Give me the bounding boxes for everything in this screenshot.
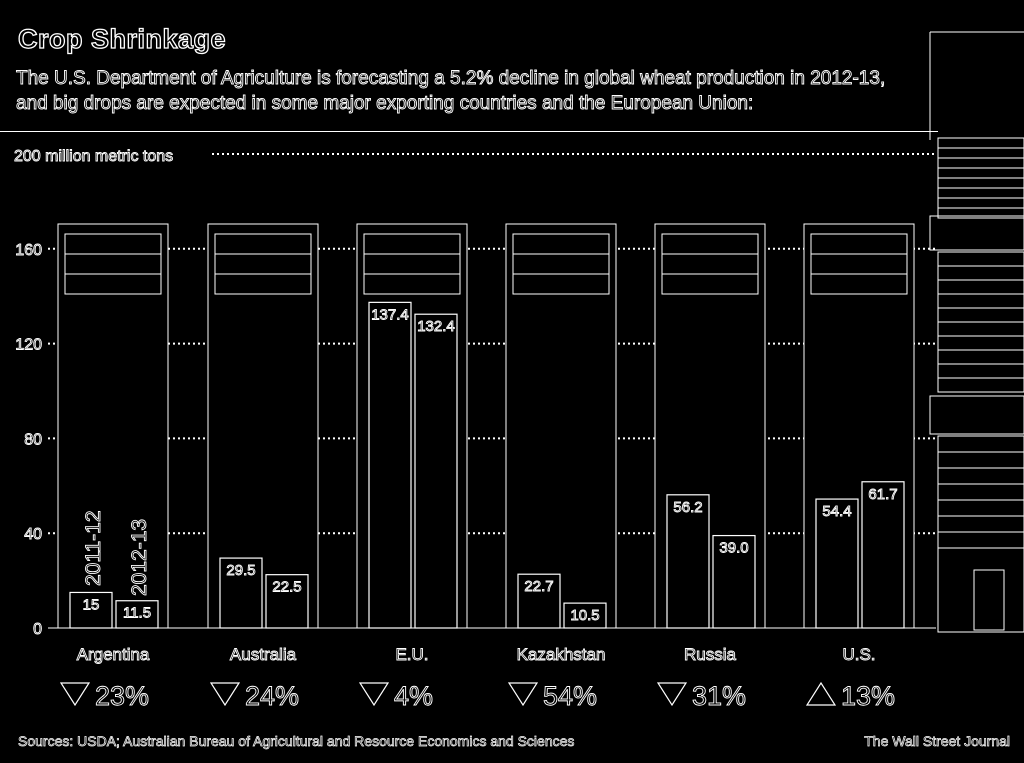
y-tick-label: 40 bbox=[24, 526, 42, 543]
kazakhstan-flag-icon bbox=[512, 233, 610, 295]
bar-russia-2012-13 bbox=[712, 534, 756, 629]
bar-value-label: 61.7 bbox=[868, 486, 897, 503]
bar-value-label: 54.4 bbox=[822, 503, 851, 520]
bar-russia-2011-12 bbox=[666, 494, 710, 629]
category-label: Argentina bbox=[77, 645, 150, 664]
bar-value-label: 56.2 bbox=[673, 499, 702, 516]
category-label: U.S. bbox=[842, 645, 875, 664]
source-note: Sources: USDA; Australian Bureau of Agri… bbox=[18, 733, 575, 750]
category-label: Kazakhstan bbox=[517, 645, 606, 664]
y-tick-label: 160 bbox=[15, 242, 42, 259]
down-triangle-icon bbox=[507, 682, 539, 707]
bar-eu-2012-13 bbox=[414, 313, 458, 629]
change-percent: 23% bbox=[95, 681, 149, 711]
series-label-2011-12: 2011-12 bbox=[82, 510, 105, 586]
australia-flag-icon bbox=[214, 233, 312, 295]
category-label: Australia bbox=[230, 645, 297, 664]
bar-us-2012-13 bbox=[861, 481, 905, 629]
chart-subtitle: The U.S. Department of Agriculture is fo… bbox=[16, 68, 886, 115]
change-percent: 13% bbox=[841, 681, 895, 711]
series-label-2012-13: 2012-13 bbox=[128, 519, 151, 596]
bar-value-label: 15 bbox=[83, 596, 100, 613]
bar-eu-2011-12 bbox=[368, 301, 412, 629]
down-triangle-icon bbox=[656, 682, 688, 707]
change-percent: 4% bbox=[394, 681, 433, 711]
country-panel bbox=[505, 223, 617, 629]
us-flag-icon bbox=[810, 233, 908, 295]
bar-argentina-2011-12 bbox=[69, 591, 113, 629]
bar-kazakhstan-2012-13 bbox=[563, 602, 607, 629]
up-triangle-icon bbox=[805, 681, 837, 706]
argentina-flag-icon bbox=[64, 233, 162, 295]
down-triangle-icon bbox=[358, 682, 390, 707]
bar-australia-2012-13 bbox=[265, 574, 309, 629]
flag-frame bbox=[810, 233, 908, 295]
bar-value-label: 22.5 bbox=[272, 579, 301, 596]
title-divider bbox=[0, 131, 938, 132]
bar-us-2011-12 bbox=[815, 498, 859, 629]
y-tick-label: 80 bbox=[24, 431, 42, 448]
top-axis-label: 200 million metric tons bbox=[14, 148, 173, 165]
y-tick-label: 120 bbox=[15, 337, 42, 354]
flag-frame bbox=[64, 233, 162, 295]
flag-frame bbox=[363, 233, 461, 295]
category-label: E.U. bbox=[395, 645, 428, 664]
eu-flag-icon bbox=[363, 233, 461, 295]
bar-australia-2011-12 bbox=[219, 557, 263, 629]
flag-frame bbox=[214, 233, 312, 295]
bar-argentina-2012-13 bbox=[115, 600, 159, 629]
down-triangle-icon bbox=[59, 682, 91, 707]
change-percent: 31% bbox=[692, 681, 746, 711]
bar-value-label: 29.5 bbox=[226, 562, 255, 579]
bar-value-label: 11.5 bbox=[123, 605, 151, 622]
flag-frame bbox=[661, 233, 759, 295]
bar-value-label: 10.5 bbox=[570, 607, 599, 624]
bar-kazakhstan-2011-12 bbox=[517, 573, 561, 629]
chart-title: Crop Shrinkage bbox=[17, 23, 227, 54]
bar-value-label: 132.4 bbox=[417, 318, 455, 335]
bar-value-label: 22.7 bbox=[524, 578, 553, 595]
building-illustration bbox=[929, 31, 1024, 633]
bar-value-label: 137.4 bbox=[371, 306, 409, 323]
category-label: Russia bbox=[684, 645, 737, 664]
bar-value-label: 39.0 bbox=[719, 540, 748, 557]
flag-frame bbox=[512, 233, 610, 295]
country-panel bbox=[57, 223, 169, 629]
change-percent: 24% bbox=[245, 681, 299, 711]
change-percent: 54% bbox=[543, 681, 597, 711]
publisher-credit: The Wall Street Journal bbox=[864, 733, 1010, 750]
down-triangle-icon bbox=[209, 682, 241, 707]
y-tick-label: 0 bbox=[33, 621, 42, 638]
russia-flag-icon bbox=[661, 233, 759, 295]
